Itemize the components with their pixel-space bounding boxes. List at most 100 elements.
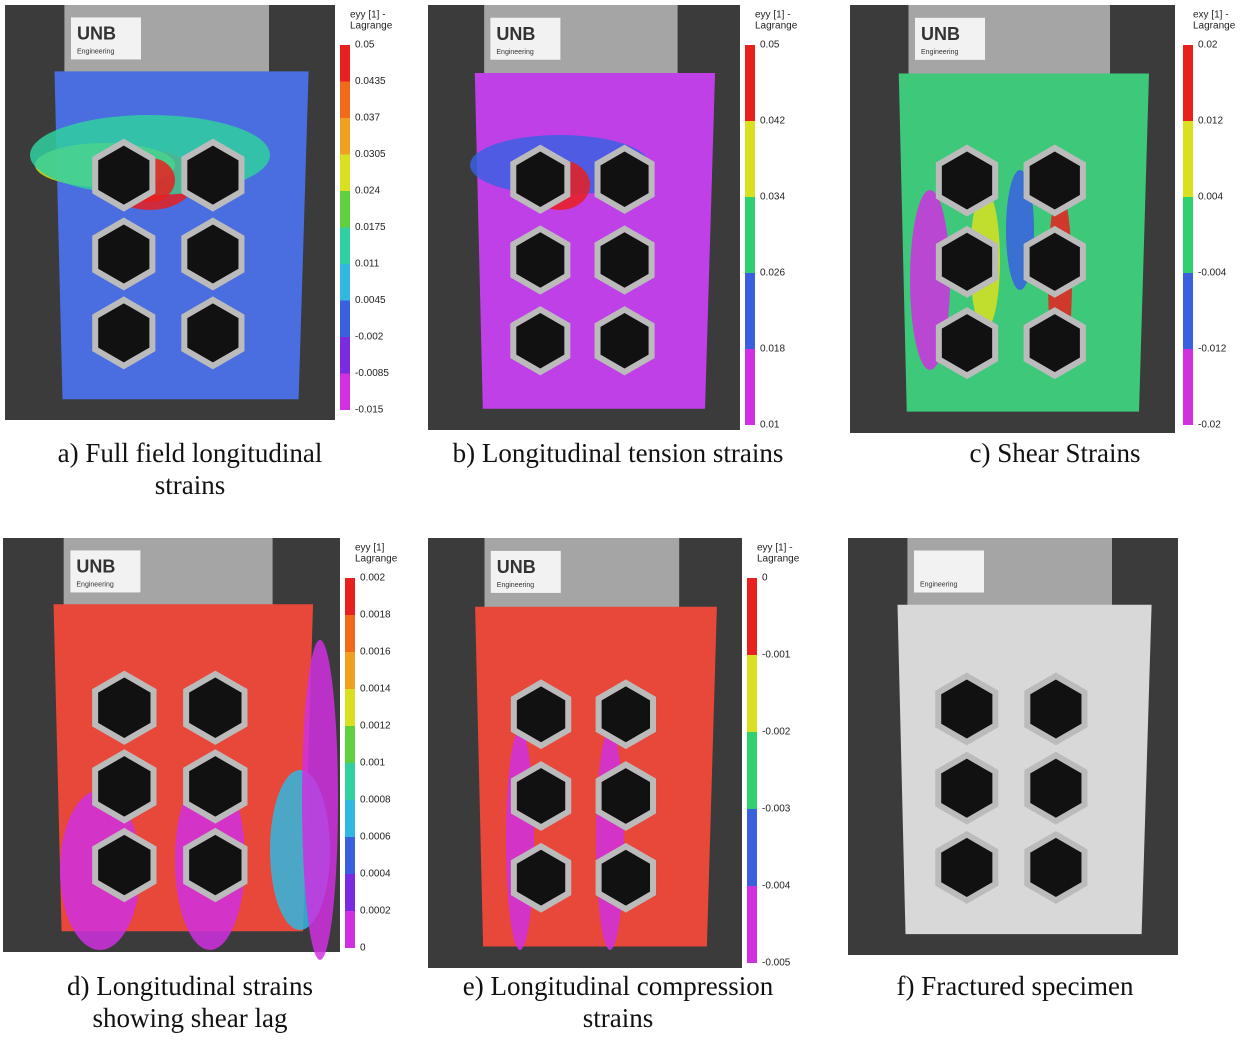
colorbar-label: 0.0004 (360, 869, 391, 880)
legend-title: Lagrange (1193, 21, 1236, 32)
caption: d) Longitudinal strains (67, 971, 313, 1001)
bolt (95, 831, 153, 898)
bolt (1027, 676, 1084, 742)
bolt (186, 753, 244, 820)
colorbar-segment (345, 615, 355, 652)
colorbar-label: 0 (762, 573, 768, 584)
logo-sub: Engineering (920, 582, 957, 589)
logo-name: UNB (76, 556, 115, 576)
colorbar-label: 0.05 (760, 40, 780, 51)
colorbar-label: 0.01 (760, 420, 780, 431)
bolt (938, 834, 995, 900)
bolt (95, 753, 153, 820)
colorbar-segment (340, 155, 350, 192)
colorbar-label: 0.02 (1198, 40, 1218, 51)
caption: strains (155, 470, 226, 500)
logo-sub: Engineering (921, 49, 958, 56)
legend-title: Lagrange (757, 554, 800, 565)
colorbar-segment (345, 652, 355, 689)
figure: UNBEngineeringeyy [1] -Lagrange0.050.043… (0, 0, 1246, 1043)
bolt (938, 755, 995, 821)
legend-title: eyy [1] (355, 543, 385, 554)
colorbar-label: 0.0002 (360, 906, 391, 917)
bolt (184, 300, 241, 366)
colorbar-label: 0.024 (355, 186, 380, 197)
colorbar-label: 0 (360, 943, 366, 954)
bolt (95, 674, 153, 741)
contour (302, 640, 338, 960)
colorbar-label: -0.003 (762, 804, 791, 815)
logo-name: UNB (77, 23, 116, 43)
colorbar-label: -0.005 (762, 958, 791, 969)
colorbar-label: -0.004 (762, 881, 791, 892)
bolt (95, 221, 152, 287)
colorbar-label: 0.018 (760, 344, 785, 355)
bolt (184, 142, 241, 208)
colorbar-segment (340, 118, 350, 155)
colorbar-segment (747, 809, 757, 886)
bolt (95, 142, 152, 208)
colorbar-label: -0.002 (762, 727, 791, 738)
colorbar-label: 0.0006 (360, 832, 391, 843)
colorbar-segment (345, 726, 355, 763)
colorbar-segment (345, 763, 355, 800)
caption: a) Full field longitudinal (58, 438, 323, 468)
colorbar-label: 0.034 (760, 192, 785, 203)
colorbar-label: -0.012 (1198, 344, 1227, 355)
caption: strains (583, 1003, 654, 1033)
colorbar-segment (1183, 45, 1193, 121)
colorbar-segment (747, 655, 757, 732)
logo-name: UNB (497, 557, 536, 577)
colorbar-segment (340, 82, 350, 119)
caption: c) Shear Strains (970, 438, 1141, 468)
colorbar-segment (745, 197, 755, 273)
colorbar-label: 0.0045 (355, 295, 386, 306)
bolt (939, 229, 995, 294)
colorbar-label: 0.0175 (355, 222, 386, 233)
colorbar-label: -0.0085 (355, 368, 389, 379)
contour (506, 730, 534, 950)
legend-title: Lagrange (755, 21, 798, 32)
bolt (513, 148, 567, 210)
colorbar-label: 0.026 (760, 268, 785, 279)
colorbar-label: -0.02 (1198, 420, 1221, 431)
colorbar-label: 0.011 (355, 259, 380, 270)
bolt (938, 676, 995, 742)
colorbar-segment (340, 228, 350, 265)
colorbar-segment (747, 578, 757, 655)
logo-sub: Engineering (76, 581, 113, 588)
logo-sub: Engineering (496, 49, 533, 56)
bolt (514, 683, 568, 746)
bolt (939, 148, 995, 213)
contour (596, 730, 624, 950)
colorbar-label: 0.002 (360, 573, 385, 584)
colorbar-label: 0.0435 (355, 76, 386, 87)
colorbar-segment (745, 273, 755, 349)
bolt (1027, 148, 1083, 213)
colorbar-label: 0.004 (1198, 192, 1223, 203)
colorbar-label: 0.05 (355, 40, 375, 51)
bolt (598, 310, 652, 372)
colorbar-segment (745, 349, 755, 425)
colorbar-label: 0.0014 (360, 684, 391, 695)
colorbar-segment (345, 578, 355, 615)
logo-name: UNB (496, 24, 535, 44)
bolt (1027, 834, 1084, 900)
colorbar-label: 0.042 (760, 116, 785, 127)
bolt (513, 310, 567, 372)
colorbar-segment (1183, 349, 1193, 425)
logo-sub: Engineering (497, 582, 534, 589)
colorbar-segment (340, 337, 350, 374)
panel: UNB Engineering eyy [1] -Lagrange 0.05 0.042… (428, 5, 798, 468)
colorbar-label: -0.004 (1198, 268, 1227, 279)
colorbar-segment (345, 800, 355, 837)
colorbar-segment (345, 911, 355, 948)
colorbar-label: 0.0016 (360, 647, 391, 658)
bolt (598, 148, 652, 210)
legend-title: eyy [1] - (755, 10, 791, 21)
bolt (95, 300, 152, 366)
legend-title: Lagrange (355, 554, 398, 565)
bolt (1027, 311, 1083, 376)
